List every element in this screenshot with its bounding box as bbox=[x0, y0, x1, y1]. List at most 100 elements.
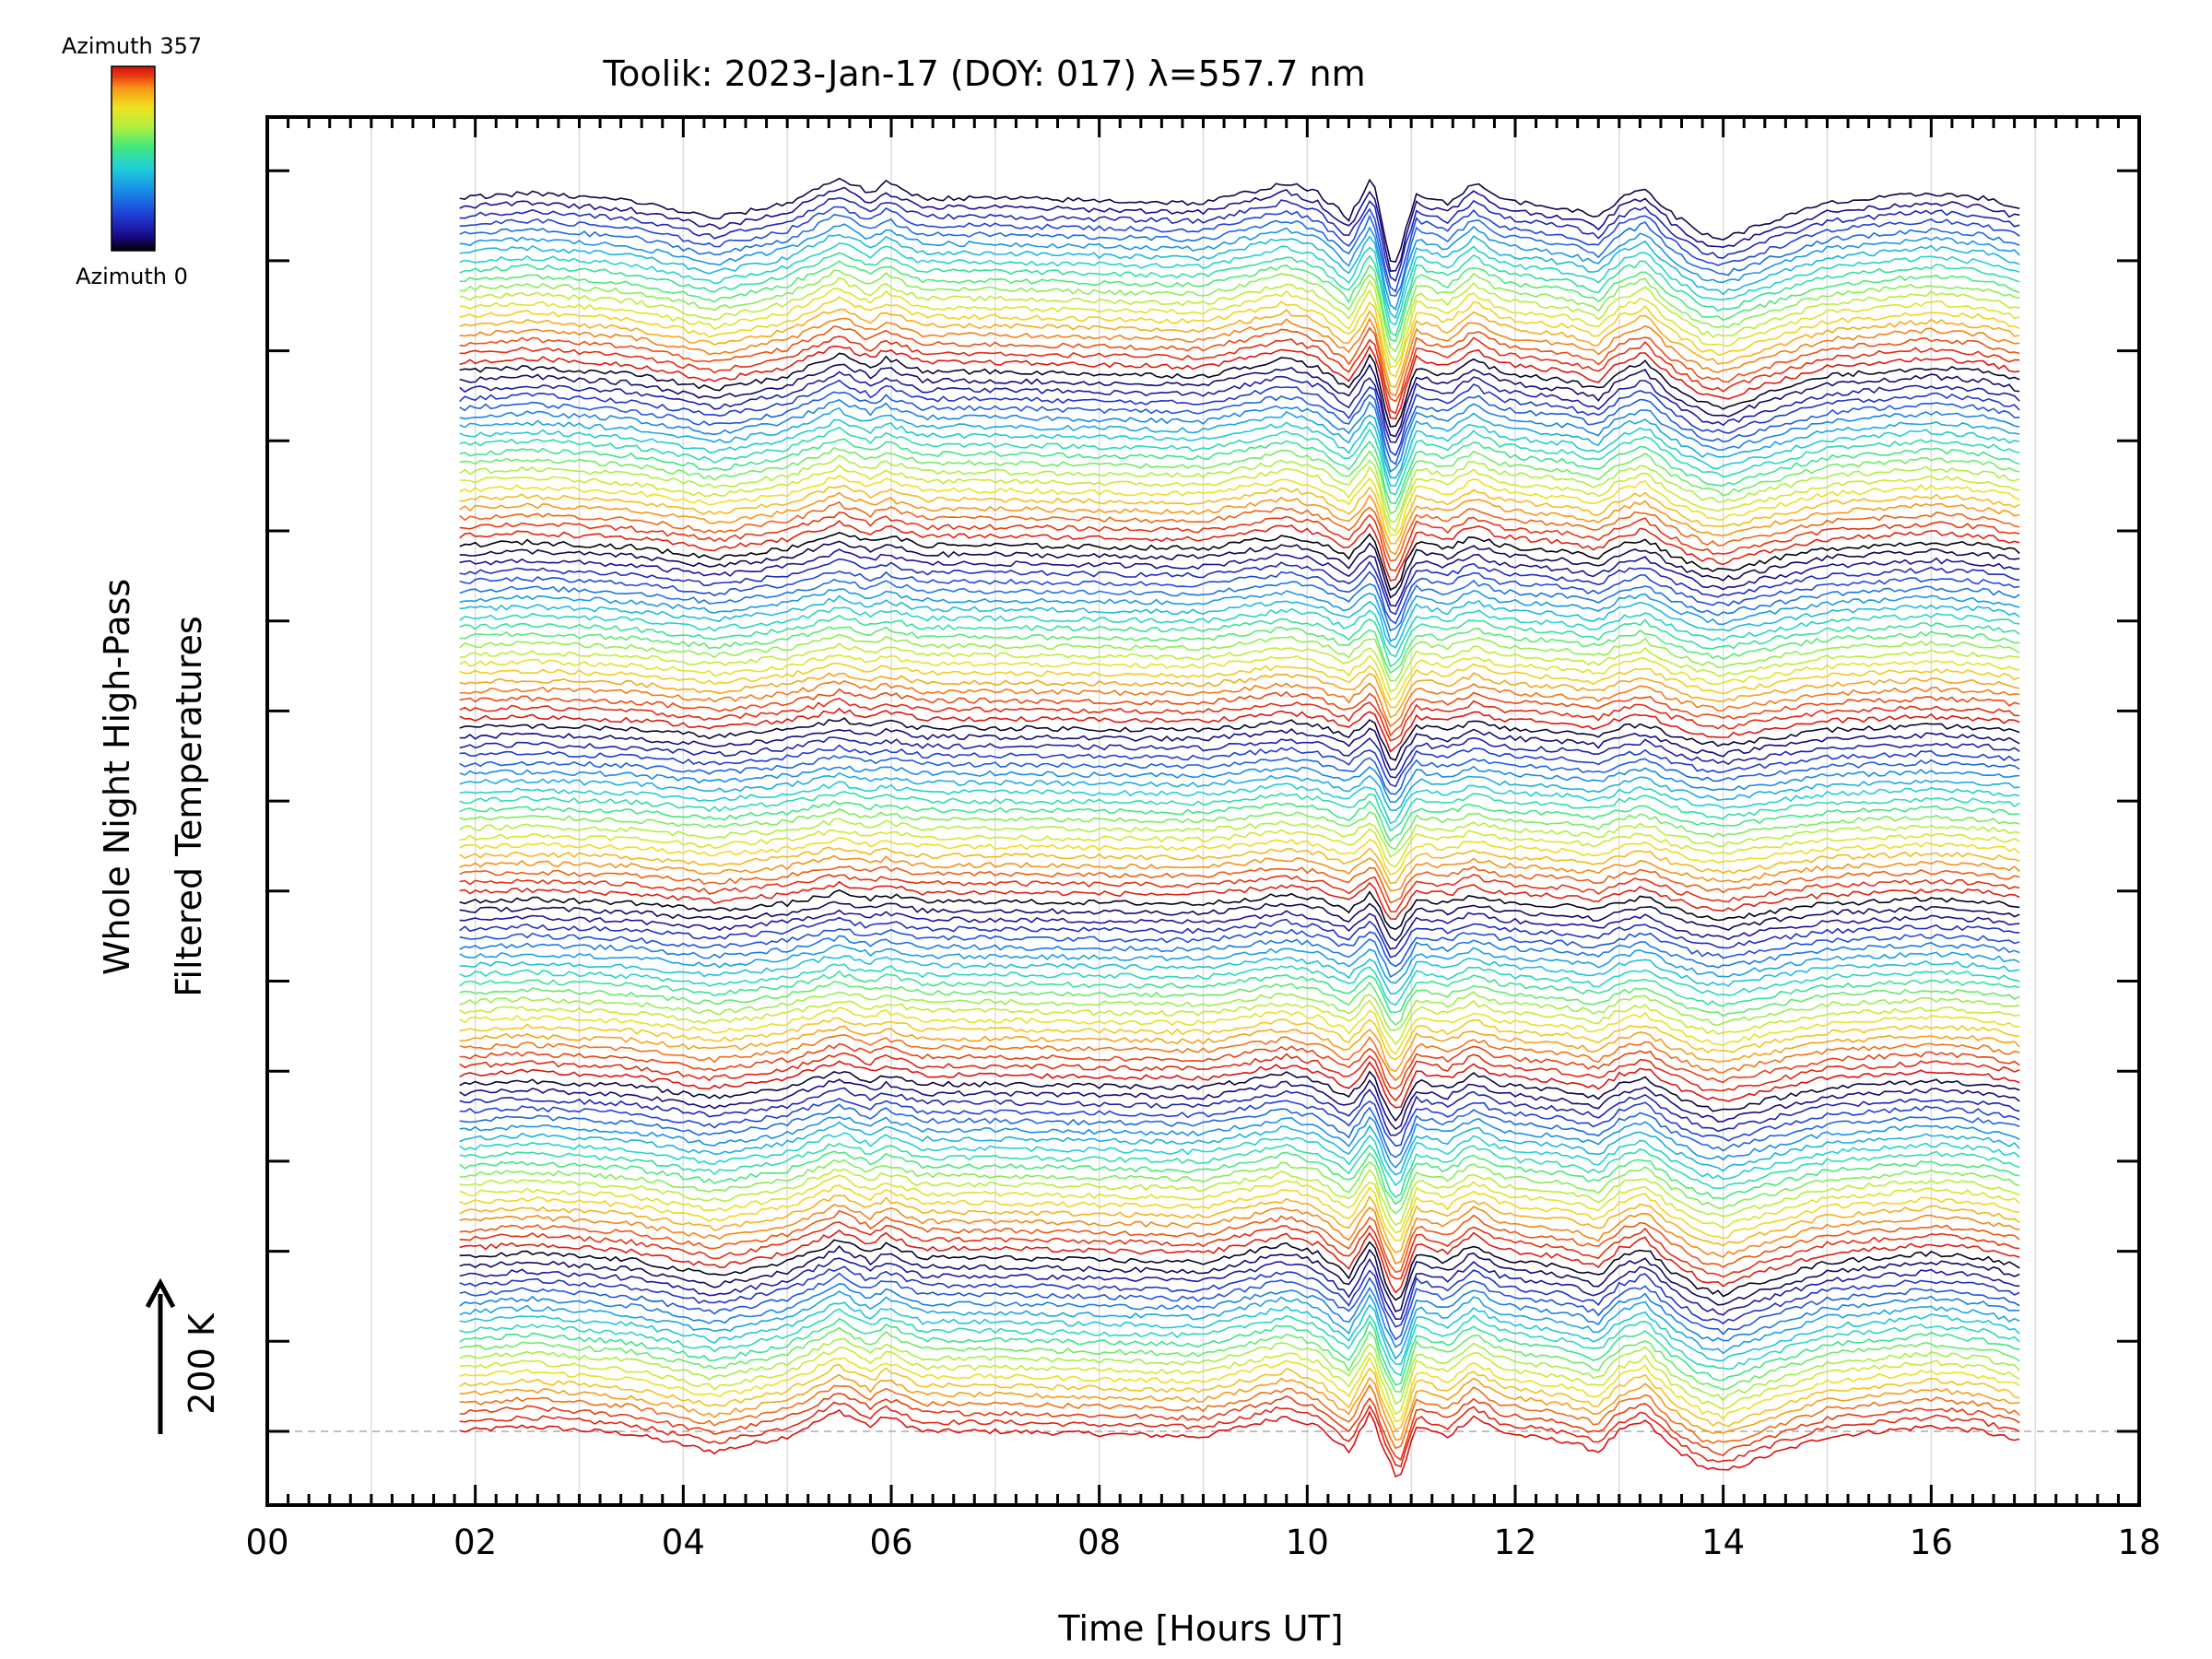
azimuth-trace bbox=[459, 352, 2020, 428]
azimuth-trace bbox=[459, 233, 2020, 320]
azimuth-trace bbox=[459, 1174, 2020, 1234]
scale-indicator: 200 K bbox=[145, 1277, 222, 1434]
azimuth-trace bbox=[459, 540, 2020, 599]
azimuth-trace bbox=[459, 475, 2020, 536]
azimuth-trace bbox=[459, 532, 2020, 592]
azimuth-trace bbox=[459, 426, 2020, 496]
azimuth-trace bbox=[459, 807, 2020, 851]
azimuth-trace bbox=[459, 672, 2020, 719]
azimuth-trace bbox=[459, 970, 2020, 1014]
azimuth-trace bbox=[459, 1229, 2020, 1294]
x-tick-label: 12 bbox=[1493, 1523, 1536, 1562]
azimuth-trace bbox=[459, 1194, 2020, 1253]
azimuth-trace bbox=[459, 548, 2020, 607]
azimuth-trace bbox=[459, 1383, 2020, 1450]
azimuth-trace bbox=[459, 955, 2020, 994]
azimuth-trace bbox=[459, 1257, 2020, 1321]
azimuth-trace bbox=[459, 1060, 2020, 1109]
azimuth-trace bbox=[459, 1184, 2020, 1241]
azimuth-trace bbox=[459, 981, 2020, 1027]
azimuth-trace bbox=[459, 276, 2020, 364]
azimuth-trace bbox=[459, 269, 2020, 353]
azimuth-trace bbox=[459, 944, 2020, 984]
azimuth-trace bbox=[459, 653, 2020, 701]
azimuth-trace bbox=[459, 1301, 2020, 1366]
colorbar: Azimuth 357 Azimuth 0 bbox=[62, 33, 202, 289]
azimuth-trace bbox=[459, 928, 2020, 968]
azimuth-trace bbox=[459, 1317, 2020, 1386]
azimuth-trace bbox=[459, 206, 2020, 293]
azimuth-trace bbox=[459, 186, 2020, 272]
x-tick-labels: 00 02 04 06 08 10 12 14 16 18 bbox=[245, 1523, 2160, 1562]
azimuth-trace bbox=[459, 214, 2020, 298]
azimuth-trace bbox=[459, 1150, 2020, 1206]
azimuth-trace bbox=[459, 335, 2020, 415]
azimuth-trace bbox=[459, 874, 2020, 913]
azimuth-trace bbox=[459, 1393, 2020, 1462]
x-tick-label: 00 bbox=[245, 1523, 288, 1562]
azimuth-trace bbox=[459, 707, 2020, 753]
azimuth-trace bbox=[459, 464, 2020, 533]
azimuth-trace bbox=[459, 1142, 2020, 1199]
azimuth-trace bbox=[459, 260, 2020, 343]
azimuth-trace bbox=[459, 1326, 2020, 1393]
azimuth-trace bbox=[459, 916, 2020, 959]
x-axis-label: Time [Hours UT] bbox=[1057, 1608, 1343, 1649]
azimuth-trace bbox=[459, 614, 2020, 668]
azimuth-trace bbox=[459, 418, 2020, 487]
azimuth-trace bbox=[459, 570, 2020, 625]
azimuth-trace bbox=[459, 1070, 2020, 1123]
azimuth-trace bbox=[459, 363, 2020, 438]
scale-arrow-head bbox=[145, 1277, 176, 1309]
azimuth-trace bbox=[459, 1282, 2020, 1348]
azimuth-trace bbox=[459, 1347, 2020, 1416]
x-tick-label: 02 bbox=[453, 1523, 497, 1562]
y-axis-label-line1: Whole Night High-Pass bbox=[97, 579, 137, 975]
x-tick-label: 04 bbox=[662, 1523, 705, 1562]
azimuth-trace bbox=[459, 662, 2020, 709]
azimuth-trace bbox=[459, 846, 2020, 885]
x-tick-label: 10 bbox=[1286, 1523, 1329, 1562]
azimuth-trace bbox=[459, 500, 2020, 562]
azimuth-trace bbox=[459, 800, 2020, 842]
azimuth-trace bbox=[459, 438, 2020, 505]
azimuth-trace bbox=[459, 1245, 2020, 1313]
azimuth-trace bbox=[459, 828, 2020, 868]
x-tick-label: 16 bbox=[1910, 1523, 1953, 1562]
azimuth-trace bbox=[459, 1272, 2020, 1341]
azimuth-trace bbox=[459, 1159, 2020, 1215]
azimuth-trace bbox=[459, 626, 2020, 675]
azimuth-trace bbox=[459, 818, 2020, 858]
azimuth-trace bbox=[459, 1025, 2020, 1073]
azimuth-trace bbox=[459, 1078, 2020, 1131]
scale-label: 200 K bbox=[182, 1312, 222, 1415]
azimuth-trace bbox=[459, 588, 2020, 642]
azimuth-trace bbox=[459, 935, 2020, 979]
azimuth-trace bbox=[459, 854, 2020, 892]
colorbar-gradient bbox=[111, 65, 156, 252]
azimuth-trace bbox=[459, 765, 2020, 804]
azimuth-trace bbox=[459, 196, 2020, 282]
azimuth-trace bbox=[459, 880, 2020, 921]
azimuth-trace bbox=[459, 1204, 2020, 1265]
trace-lines bbox=[459, 177, 2020, 1478]
azimuth-trace bbox=[459, 446, 2020, 515]
azimuth-trace bbox=[459, 391, 2020, 465]
azimuth-trace bbox=[459, 379, 2020, 457]
azimuth-trace bbox=[459, 371, 2020, 443]
azimuth-trace bbox=[459, 1239, 2020, 1301]
azimuth-trace bbox=[459, 1290, 2020, 1360]
azimuth-trace bbox=[459, 1121, 2020, 1176]
azimuth-trace bbox=[459, 398, 2020, 473]
azimuth-trace bbox=[459, 1356, 2020, 1423]
azimuth-trace bbox=[459, 308, 2020, 388]
azimuth-trace bbox=[459, 177, 2020, 264]
azimuth-trace bbox=[459, 680, 2020, 728]
azimuth-trace bbox=[459, 755, 2020, 795]
x-tick-label: 08 bbox=[1077, 1523, 1121, 1562]
azimuth-trace bbox=[459, 345, 2020, 420]
azimuth-trace bbox=[459, 606, 2020, 658]
azimuth-trace bbox=[459, 1098, 2020, 1147]
azimuth-trace bbox=[459, 578, 2020, 632]
